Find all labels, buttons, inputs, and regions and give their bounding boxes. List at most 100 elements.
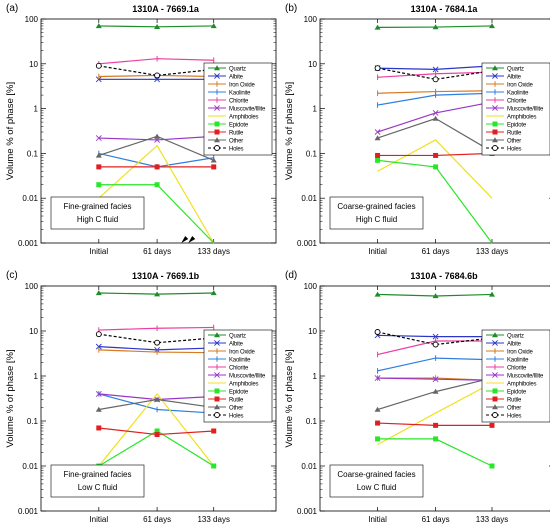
chart-title: 1310A - 7669.1a (132, 4, 200, 14)
data-point (432, 333, 439, 340)
data-point (154, 164, 160, 170)
series-line-other (377, 117, 493, 153)
data-point (210, 290, 217, 296)
data-point (488, 291, 495, 297)
data-point (154, 396, 161, 402)
legend-label: Kaolinite (229, 358, 251, 364)
data-point (154, 291, 161, 297)
data-point (95, 331, 102, 338)
data-point (211, 463, 217, 469)
legend-label: Kaolinite (229, 91, 251, 97)
legend-label: Muscovite/Illite (229, 107, 266, 113)
panel-label: (b) (285, 3, 297, 14)
chart-title: 1310A - 7684.1a (411, 4, 479, 14)
data-point (489, 463, 495, 469)
legend-label: Kaolinite (507, 358, 529, 364)
legend-label: Muscovite/Illite (507, 107, 544, 113)
legend-label: Quartz (229, 67, 246, 73)
legend-label: Holes (229, 414, 244, 420)
legend-label: Albite (507, 342, 522, 348)
data-point (374, 375, 381, 381)
y-tick-label: 0.01 (22, 194, 38, 203)
data-point (95, 62, 102, 69)
offscale-arrow (188, 236, 196, 243)
data-point (154, 23, 161, 29)
y-axis-label: Volume % of phase [%] (284, 82, 295, 180)
legend-label: Other (229, 406, 243, 412)
data-point (432, 293, 439, 299)
series-line-amphiboles (98, 392, 215, 467)
data-point (489, 422, 495, 428)
data-point (432, 76, 439, 83)
data-point (154, 72, 161, 79)
y-tick-label: 10 (308, 60, 317, 69)
legend-label: Quartz (507, 67, 524, 73)
legend-label: Iron Oxide (229, 83, 256, 89)
y-tick-label: 0.1 (306, 149, 318, 158)
y-tick-label: 0.1 (306, 417, 318, 426)
legend-label: Holes (507, 414, 522, 420)
x-tick-label: Initial (89, 515, 108, 524)
legend-label: Chlorite (229, 366, 249, 372)
legend-marker (214, 129, 220, 135)
data-point (154, 182, 160, 188)
chart-panel: (c) 1310A - 7669.1b 0.001 0.01 0.1 1 10 100 Volu… (5, 270, 277, 524)
legend-label: Epidote (229, 390, 249, 396)
legend-marker (214, 340, 220, 346)
legend-label: Chlorite (229, 99, 249, 105)
chart-title: 1310A - 7669.1b (132, 271, 200, 281)
series-line-amphiboles (377, 382, 493, 446)
legend-label: Amphiboles (507, 382, 537, 388)
y-tick-label: 100 (25, 282, 39, 291)
y-tick-label: 100 (25, 15, 39, 24)
y-tick-label: 1 (34, 105, 39, 114)
y-tick-label: 0.001 (18, 507, 39, 516)
x-tick-label: 133 days (197, 247, 229, 256)
legend-label: Albite (229, 342, 244, 348)
y-axis-label: Volume % of phase [%] (5, 349, 16, 447)
x-tick-label: 61 days (143, 247, 171, 256)
annotation-fluid: High C fluid (356, 215, 397, 224)
data-point (96, 164, 102, 170)
annotation-box (50, 464, 145, 498)
series-line-holes (98, 333, 214, 344)
series-line-amphiboles (377, 139, 493, 199)
y-tick-label: 10 (29, 60, 38, 69)
legend-marker (492, 332, 498, 338)
legend-label: Muscovite/Illite (229, 374, 266, 380)
legend-label: Kaolinite (507, 91, 529, 97)
legend-label: Albite (507, 75, 522, 81)
plot-frame (40, 285, 277, 512)
annotation-facies: Fine-grained facies (63, 470, 131, 479)
series-line-kaolinite (98, 393, 214, 414)
data-point (95, 390, 102, 397)
data-point (433, 152, 439, 158)
legend-marker (214, 372, 220, 378)
legend-marker (492, 65, 498, 71)
y-tick-label: 1 (34, 372, 39, 381)
legend-marker (492, 388, 498, 394)
series-line-muscovite-illite (377, 101, 493, 133)
legend-marker (492, 73, 498, 79)
data-point (433, 164, 439, 170)
series-line-kaolinite (377, 92, 493, 106)
data-point (374, 24, 381, 30)
legend-marker (492, 396, 498, 402)
plot-frame (319, 18, 550, 244)
x-tick-label: 61 days (143, 515, 171, 524)
annotation-fluid: Low C fluid (78, 483, 118, 492)
data-point (432, 376, 439, 383)
data-point (374, 65, 381, 72)
annotation-fluid: Low C fluid (357, 483, 397, 492)
data-point (95, 343, 102, 350)
data-point (375, 420, 381, 426)
data-point (374, 291, 381, 297)
legend-label: Chlorite (507, 99, 527, 105)
y-tick-label: 1 (313, 372, 318, 381)
legend-marker (492, 340, 498, 346)
annotation-facies: Fine-grained facies (63, 202, 131, 211)
legend-marker (492, 412, 498, 418)
annotation-fluid: High C fluid (77, 215, 118, 224)
legend-label: Epidote (507, 123, 527, 129)
data-point (432, 66, 439, 73)
